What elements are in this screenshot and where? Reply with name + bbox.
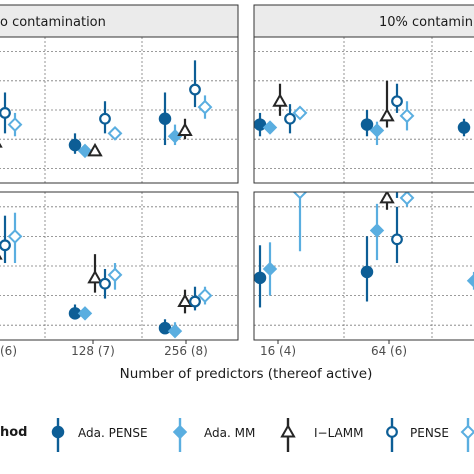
point-adamm <box>77 143 93 159</box>
point-adapense <box>254 271 267 285</box>
legend-label-adapense: Ada. PENSE <box>78 426 148 440</box>
strip-right-box <box>253 4 474 38</box>
panel-border <box>253 36 474 184</box>
point-ilamm <box>379 192 395 204</box>
point-pense <box>284 112 296 125</box>
x-tick-left-1: 128 (7) <box>71 344 115 358</box>
panel-border <box>253 191 474 341</box>
legend-key-ilamm <box>280 423 296 438</box>
panel-r0-c1 <box>253 36 474 184</box>
point-adamm <box>262 261 278 277</box>
point-ilamm <box>0 142 3 148</box>
point-mm <box>7 228 23 244</box>
strip-right-label: 10% contamin <box>379 15 473 30</box>
points <box>254 192 474 308</box>
x-tick-right-0: 16 (4) <box>260 344 296 358</box>
x-tick-right-1: 64 (6) <box>371 344 407 358</box>
point-ilamm <box>87 269 103 284</box>
point-adapense <box>158 321 172 335</box>
strip-left: o contamination <box>0 4 239 38</box>
point-mm <box>197 288 213 304</box>
x-axis-title: Number of predictors (thereof active) <box>120 366 373 382</box>
point-mm <box>399 108 415 124</box>
point-mm <box>7 117 23 133</box>
point-ilamm <box>87 142 103 157</box>
point-ilamm <box>177 293 193 308</box>
legend: hod Ada. PENSE Ada. MM I−LAMM PENSE <box>0 418 474 452</box>
point-pense <box>0 107 11 119</box>
legend-label-pense: PENSE <box>410 426 449 440</box>
panel-border <box>0 36 239 184</box>
panel-r1-c0 <box>0 191 239 341</box>
legend-item-adapense: Ada. PENSE <box>51 418 148 452</box>
point-pense <box>189 295 201 308</box>
point-mm <box>292 105 308 121</box>
point-adamm <box>77 306 93 321</box>
legend-key-mm <box>460 424 474 440</box>
point-adamm <box>369 123 385 138</box>
legend-title: hod <box>0 425 28 440</box>
point-pense <box>391 233 403 246</box>
point-pense <box>391 95 403 108</box>
panels <box>0 36 474 341</box>
point-pense <box>0 239 11 252</box>
legend-key-pense <box>386 426 398 438</box>
legend-key-adamm <box>172 424 188 440</box>
x-tick-labels: (6)128 (7)256 (8)16 (4)64 (6)1 <box>0 340 407 358</box>
point-pense <box>189 83 201 96</box>
point-mm <box>197 99 213 115</box>
panel-r0-c0 <box>0 36 239 184</box>
point-mm <box>107 267 123 283</box>
x-tick-left-2: 256 (8) <box>164 344 208 358</box>
legend-key-adapense <box>51 425 65 439</box>
point-adamm <box>167 323 183 339</box>
strip-right: 10% contamin <box>253 4 474 38</box>
legend-item-adamm: Ada. MM <box>172 418 255 452</box>
legend-item-mm <box>460 418 474 452</box>
strip-left-box <box>0 4 239 38</box>
legend-label-ilamm: I−LAMM <box>314 426 363 440</box>
point-adapense <box>457 121 471 134</box>
point-adapense <box>360 118 374 131</box>
panel-border <box>0 191 239 341</box>
point-ilamm <box>379 107 395 122</box>
point-adamm <box>369 223 385 238</box>
point-pense <box>99 112 111 125</box>
point-ilamm <box>177 122 193 136</box>
point-adamm <box>262 120 278 135</box>
x-tick-left-0: (6) <box>0 344 17 358</box>
points <box>0 60 213 159</box>
panel-r1-c1 <box>253 191 474 341</box>
legend-item-ilamm: I−LAMM <box>280 418 363 452</box>
point-adapense <box>360 265 374 279</box>
point-mm <box>292 192 308 200</box>
points <box>254 80 471 146</box>
point-adapense <box>68 138 82 152</box>
legend-item-pense: PENSE <box>386 418 449 452</box>
legend-label-adamm: Ada. MM <box>204 426 255 440</box>
point-adapense <box>158 112 172 126</box>
point-ilamm <box>0 254 3 260</box>
point-mm <box>399 192 415 206</box>
point-mm <box>107 125 123 141</box>
point-adamm <box>466 273 474 289</box>
point-pense <box>99 277 111 290</box>
strip-left-label: o contamination <box>0 15 106 30</box>
points <box>0 212 213 339</box>
point-ilamm <box>272 93 288 107</box>
